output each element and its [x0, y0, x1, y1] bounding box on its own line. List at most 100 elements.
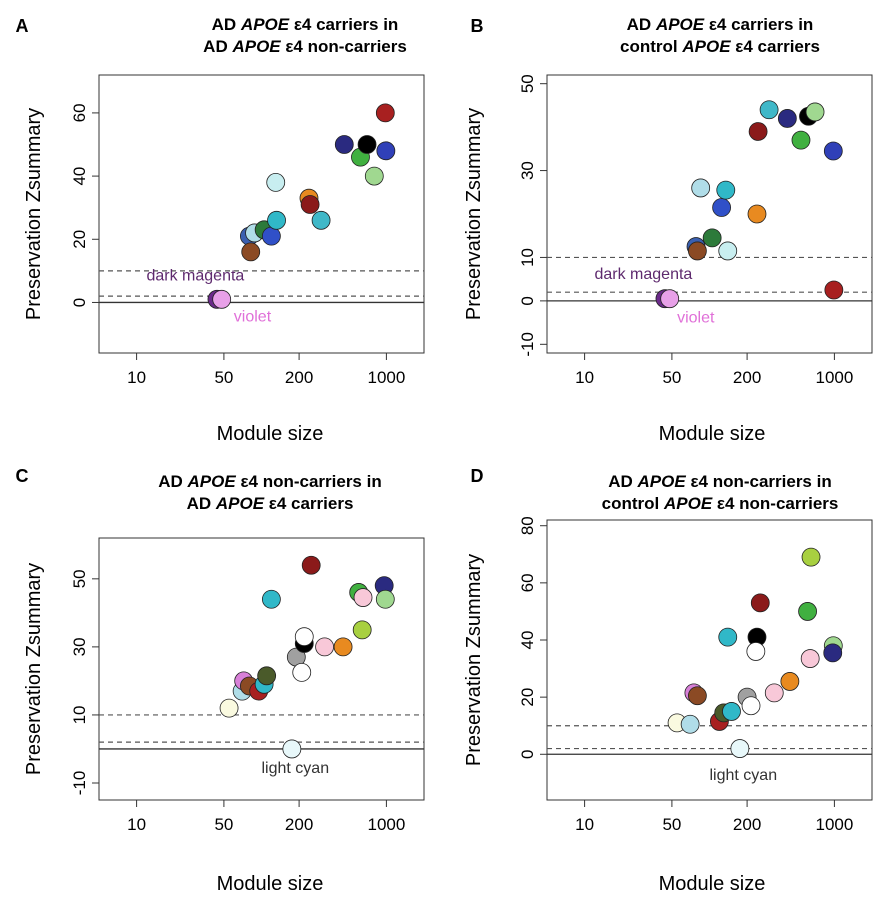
data-point	[800, 649, 820, 668]
data-point	[300, 195, 320, 214]
y-tick-label: 50	[70, 569, 89, 588]
x-tick-label: 50	[662, 815, 681, 834]
x-tick-label: 200	[733, 815, 761, 834]
x-tick-label: 1000	[815, 368, 853, 387]
data-point	[759, 100, 779, 120]
data-point	[764, 683, 784, 703]
y-tick-label: 60	[518, 573, 537, 592]
data-point	[212, 289, 232, 309]
y-tick-label: 30	[70, 637, 89, 656]
x-tick-label: 200	[285, 368, 313, 387]
x-tick-label: 50	[214, 368, 233, 387]
x-tick-label: 10	[575, 815, 594, 834]
data-point	[257, 666, 277, 686]
annotation-label: violet	[677, 310, 715, 327]
y-tick-label: 30	[518, 161, 537, 180]
data-point	[241, 242, 261, 262]
panel-title-line-1: AD APOE ε4 carriers in	[627, 15, 814, 34]
data-point	[357, 135, 377, 154]
panel-title-line-2: control APOE ε4 non-carriers	[602, 494, 839, 513]
y-tick-label: 50	[518, 74, 537, 93]
y-tick-label: 0	[518, 750, 537, 759]
y-tick-label: 10	[518, 248, 537, 267]
annotation-label: light cyan	[262, 760, 330, 777]
data-point	[750, 593, 770, 613]
y-tick-label: 60	[70, 103, 89, 122]
y-axis-label: Preservation Zsummary	[463, 554, 485, 766]
panel-letter: D	[471, 466, 484, 486]
panel-letter: A	[16, 16, 29, 36]
data-point	[219, 698, 239, 718]
x-tick-label: 1000	[815, 815, 853, 834]
x-axis-label: Module size	[659, 873, 766, 895]
data-point	[780, 672, 800, 691]
data-point	[375, 589, 395, 609]
data-point	[798, 602, 817, 621]
annotation-label: dark magenta	[594, 266, 692, 283]
panel-a: A AD APOE ε4 carriers in AD APOE ε4 non-ca…	[16, 15, 425, 445]
panel-title-line-2: AD APOE ε4 carriers	[187, 494, 354, 513]
data-point	[376, 141, 396, 161]
x-axis-label: Module size	[659, 423, 766, 445]
data-point	[777, 109, 797, 128]
panel-title-line-2: control APOE ε4 carriers	[620, 37, 820, 56]
y-tick-label: 20	[518, 688, 537, 707]
panel-title-line-1: AD APOE ε4 non-carriers in	[158, 472, 381, 491]
panel-c: C AD APOE ε4 non-carriers in AD APOE ε4 ca…	[16, 466, 425, 895]
plot-frame	[546, 74, 873, 354]
y-tick-label: 0	[70, 298, 89, 307]
x-tick-label: 50	[214, 815, 233, 834]
y-tick-label: 0	[518, 296, 537, 305]
data-point	[824, 280, 844, 300]
data-point	[352, 620, 372, 640]
data-point	[746, 642, 766, 661]
x-tick-label: 1000	[367, 815, 405, 834]
data-point	[680, 714, 700, 734]
data-point	[266, 173, 286, 192]
panel-letter: C	[16, 466, 29, 486]
data-point	[718, 241, 738, 261]
data-point	[730, 739, 750, 758]
x-tick-label: 50	[662, 368, 681, 387]
data-point	[722, 702, 741, 721]
panel-d: D AD APOE ε4 non-carriers in control APOE …	[463, 466, 873, 895]
annotation-label: light cyan	[710, 767, 778, 784]
data-point	[364, 166, 384, 186]
plot-frame	[98, 74, 425, 354]
data-point	[375, 103, 395, 123]
data-point	[801, 547, 821, 567]
data-point	[261, 589, 281, 609]
annotation-label: dark magenta	[146, 267, 244, 284]
x-tick-label: 10	[127, 368, 146, 387]
data-point	[660, 289, 680, 309]
panel-b: B AD APOE ε4 carriers in control APOE ε4 c…	[463, 15, 873, 445]
x-tick-label: 10	[127, 815, 146, 834]
plot-frame	[98, 537, 425, 801]
data-point	[718, 627, 738, 647]
y-axis-label: Preservation Zsummary	[463, 108, 485, 320]
data-point	[261, 226, 281, 246]
data-point	[823, 141, 843, 161]
y-tick-label: 20	[70, 230, 89, 249]
data-point	[334, 135, 354, 154]
y-tick-label: -10	[70, 771, 89, 796]
data-point	[267, 210, 286, 230]
data-point	[353, 588, 373, 607]
panel-letter: B	[471, 16, 484, 36]
data-point	[687, 241, 707, 261]
data-point	[791, 130, 811, 150]
data-point	[292, 663, 312, 682]
x-tick-label: 1000	[367, 368, 405, 387]
data-point	[333, 637, 353, 657]
data-point	[282, 739, 302, 759]
data-point	[716, 180, 736, 200]
x-tick-label: 200	[285, 815, 313, 834]
data-point	[747, 204, 767, 224]
data-point	[311, 210, 331, 230]
y-axis-label: Preservation Zsummary	[23, 108, 45, 320]
data-point	[748, 122, 768, 141]
data-point	[823, 643, 843, 663]
panel-title-line-1: AD APOE ε4 carriers in	[212, 15, 399, 34]
panel-title-line-1: AD APOE ε4 non-carriers in	[608, 472, 831, 491]
